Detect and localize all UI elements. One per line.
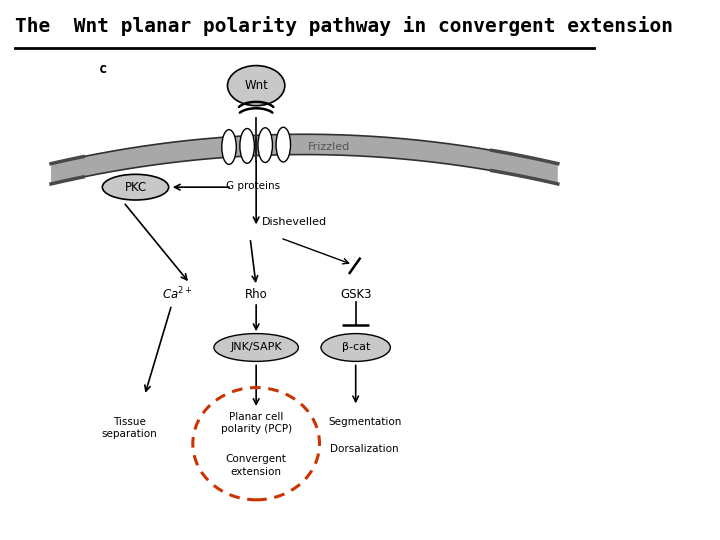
Text: Rho: Rho bbox=[245, 287, 268, 301]
Text: Planar cell
polarity (PCP): Planar cell polarity (PCP) bbox=[220, 411, 292, 434]
Ellipse shape bbox=[258, 128, 272, 163]
Text: $Ca^{2+}$: $Ca^{2+}$ bbox=[162, 286, 193, 302]
Text: Wnt: Wnt bbox=[244, 79, 268, 92]
Text: β-cat: β-cat bbox=[341, 342, 370, 353]
Text: GSK3: GSK3 bbox=[340, 287, 372, 301]
Text: Tissue
separation: Tissue separation bbox=[102, 417, 158, 440]
Text: G proteins: G proteins bbox=[226, 180, 280, 191]
Ellipse shape bbox=[214, 334, 298, 361]
Text: JNK/SAPK: JNK/SAPK bbox=[230, 342, 282, 353]
Text: Dorsalization: Dorsalization bbox=[330, 444, 399, 454]
Text: The  Wnt planar polarity pathway in convergent extension: The Wnt planar polarity pathway in conve… bbox=[15, 16, 673, 36]
Polygon shape bbox=[51, 134, 558, 184]
Ellipse shape bbox=[240, 129, 254, 163]
Text: Dishevelled: Dishevelled bbox=[262, 217, 328, 227]
Ellipse shape bbox=[228, 65, 285, 106]
Ellipse shape bbox=[102, 174, 168, 200]
Text: c: c bbox=[99, 62, 108, 76]
Text: Convergent
extension: Convergent extension bbox=[225, 454, 287, 477]
Text: Frizzled: Frizzled bbox=[307, 141, 350, 152]
Ellipse shape bbox=[321, 334, 390, 361]
Text: Segmentation: Segmentation bbox=[328, 417, 402, 427]
Ellipse shape bbox=[276, 127, 291, 162]
Ellipse shape bbox=[222, 130, 236, 164]
Text: PKC: PKC bbox=[125, 181, 147, 194]
